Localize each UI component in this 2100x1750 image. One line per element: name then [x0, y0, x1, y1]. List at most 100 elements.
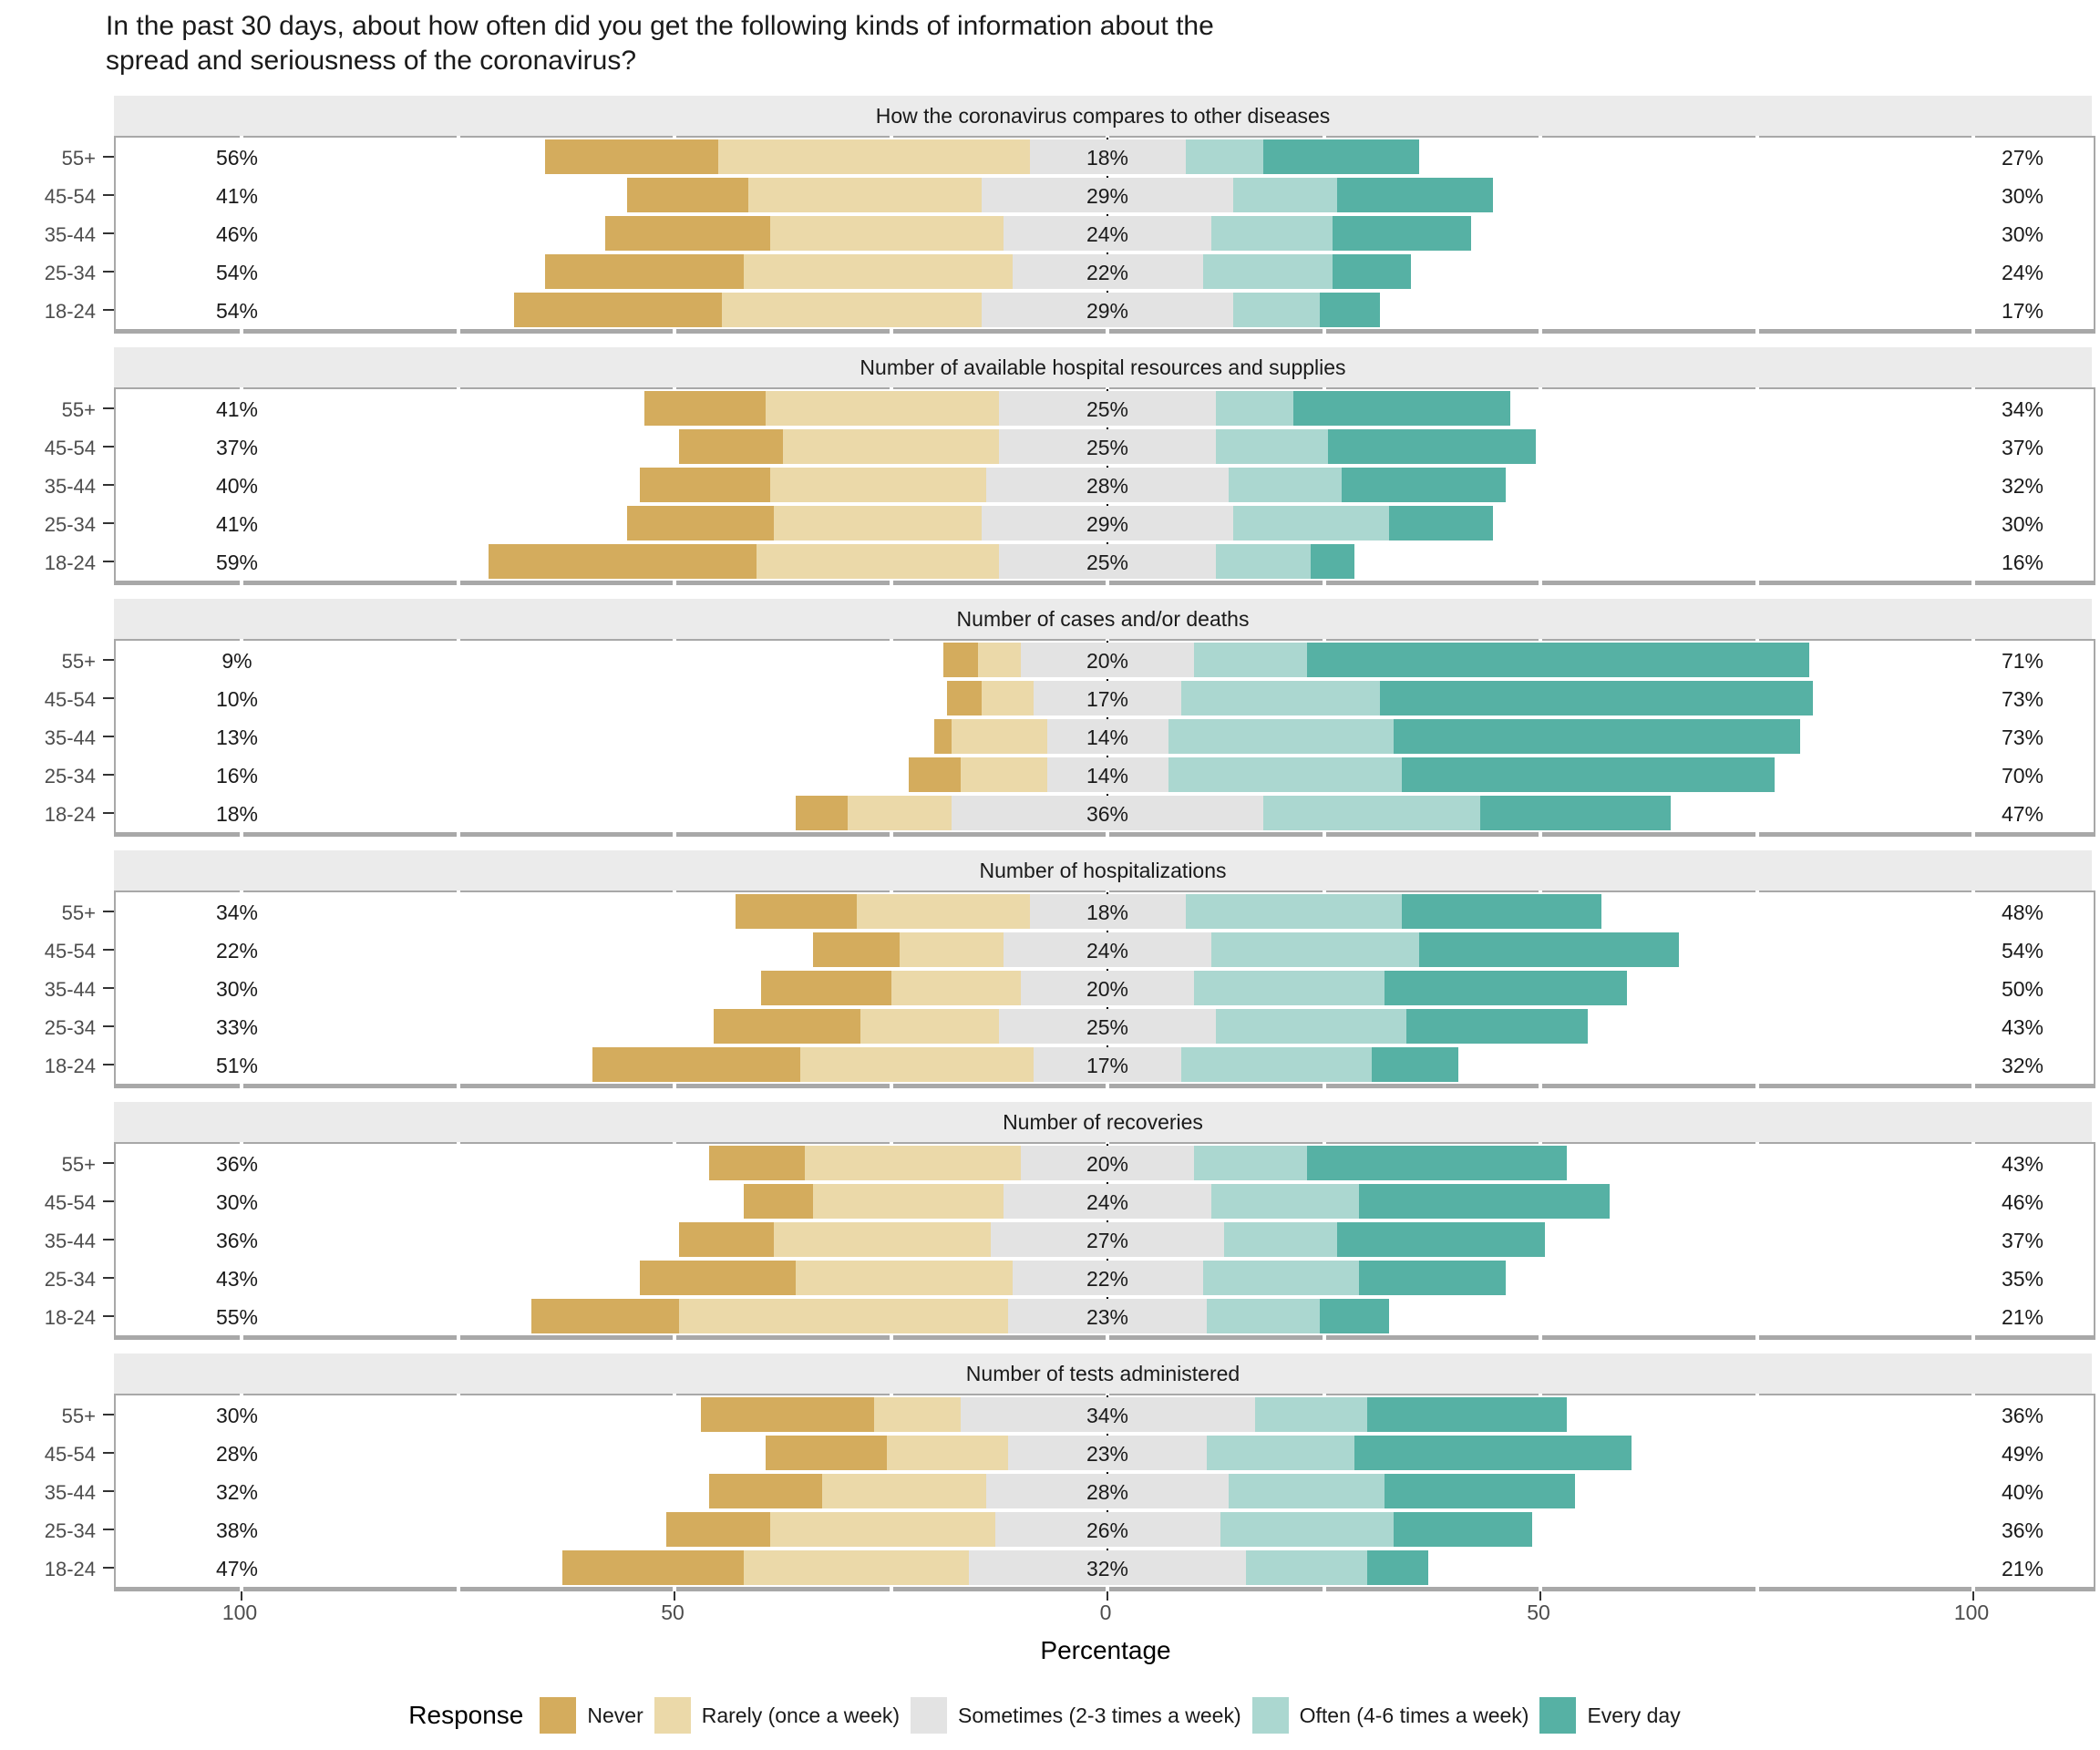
- bar-segment-often: [1194, 643, 1307, 677]
- axis-notch: [1322, 1587, 1326, 1591]
- y-axis-tick: [103, 522, 114, 524]
- right-total-label: 37%: [2001, 1229, 2044, 1252]
- left-total-label: 28%: [215, 1442, 259, 1466]
- right-total-label: 30%: [2001, 184, 2044, 208]
- bar-segment-rarely: [769, 468, 986, 502]
- axis-notch: [1755, 890, 1759, 892]
- bar-segment-often: [1229, 468, 1342, 502]
- bar-segment-everyday: [1358, 1184, 1610, 1219]
- axis-notch: [1106, 890, 1109, 892]
- center-total-label: 25%: [1086, 436, 1129, 459]
- axis-notch: [889, 1335, 893, 1340]
- axis-notch: [1539, 387, 1542, 389]
- axis-notch: [1755, 1084, 1759, 1088]
- axis-notch: [673, 136, 676, 138]
- center-total-label: 18%: [1086, 901, 1129, 924]
- bar-segment-rarely: [744, 1550, 969, 1585]
- bar-segment-sometimes: [1029, 139, 1186, 174]
- left-total-label: 54%: [215, 299, 259, 323]
- bar-segment-never: [665, 1512, 770, 1547]
- bar-segment-never: [626, 178, 748, 212]
- center-total-label: 25%: [1086, 1015, 1129, 1039]
- axis-notch: [240, 890, 243, 892]
- left-total-label: 34%: [215, 901, 259, 924]
- axis-notch: [673, 890, 676, 892]
- age-group-label: 35-44: [44, 223, 96, 246]
- axis-notch: [1106, 1084, 1109, 1088]
- bar-segment-often: [1207, 1436, 1354, 1470]
- x-axis-tick: [241, 1591, 242, 1601]
- bar-segment-rarely: [886, 1436, 1008, 1470]
- axis-notch: [1971, 1142, 1975, 1144]
- bar-segment-never: [700, 1397, 874, 1432]
- axis-notch: [1106, 1335, 1109, 1340]
- right-total-label: 48%: [2001, 901, 2044, 924]
- bar-segment-everyday: [1405, 1009, 1589, 1044]
- axis-notch: [673, 387, 676, 389]
- bar-segment-sometimes: [999, 429, 1216, 464]
- age-group-label: 55+: [61, 147, 96, 170]
- axis-notch: [456, 1335, 460, 1340]
- axis-notch: [1106, 1142, 1109, 1144]
- bar-segment-sometimes: [1021, 971, 1194, 1005]
- facet-plot-area: 56% 18% 27% 55+ 41% 29% 30% 45-54 46% 24% 30% 35-44…: [45, 136, 2095, 334]
- axis-notch: [1322, 1142, 1326, 1144]
- axis-notch: [240, 136, 243, 138]
- center-total-label: 27%: [1086, 1229, 1129, 1252]
- bar-segment-never: [626, 506, 775, 540]
- center-total-label: 22%: [1086, 1267, 1129, 1291]
- bar-segment-everyday: [1380, 681, 1814, 715]
- age-group-label: 18-24: [44, 1558, 96, 1580]
- bar-segment-everyday: [1306, 1146, 1567, 1180]
- age-group-label: 18-24: [44, 1055, 96, 1077]
- axis-notch: [240, 639, 243, 641]
- bar-segment-often: [1202, 254, 1333, 289]
- right-total-label: 36%: [2001, 1518, 2044, 1542]
- facet-title: Number of available hospital resources a…: [114, 347, 2092, 387]
- right-total-label: 73%: [2001, 687, 2044, 711]
- bar-segment-sometimes: [1021, 643, 1194, 677]
- bar-segment-sometimes: [982, 293, 1233, 327]
- facet-title: Number of cases and/or deaths: [114, 599, 2092, 639]
- bar-segment-never: [488, 544, 757, 579]
- bar-segment-never: [514, 293, 723, 327]
- y-axis-tick: [103, 1025, 114, 1027]
- bar-segment-everyday: [1319, 293, 1381, 327]
- bar-segment-sometimes: [999, 1009, 1216, 1044]
- axis-notch: [889, 639, 893, 641]
- right-total-label: 32%: [2001, 474, 2044, 498]
- bar-segment-never: [592, 1047, 800, 1082]
- bar-segment-often: [1232, 506, 1389, 540]
- facet-plot-area: 34% 18% 48% 55+ 22% 24% 54% 45-54 30% 20% 50% 35-44…: [45, 890, 2095, 1088]
- center-total-label: 28%: [1086, 1480, 1129, 1504]
- bar-segment-sometimes: [1029, 894, 1186, 929]
- center-total-label: 20%: [1086, 977, 1129, 1001]
- center-total-label: 29%: [1086, 299, 1129, 323]
- axis-notch: [456, 1394, 460, 1395]
- y-axis-tick: [103, 1162, 114, 1164]
- bar-segment-rarely: [900, 932, 1004, 967]
- y-axis-tick: [103, 1277, 114, 1279]
- age-group-label: 25-34: [44, 1268, 96, 1291]
- age-group-label: 25-34: [44, 1016, 96, 1039]
- y-axis-tick: [103, 987, 114, 989]
- y-axis-tick: [103, 194, 114, 196]
- axis-notch: [1971, 1394, 1975, 1395]
- left-total-label: 18%: [215, 802, 259, 826]
- bar-segment-everyday: [1385, 1474, 1575, 1508]
- bar-segment-often: [1180, 1047, 1372, 1082]
- age-group-label: 25-34: [44, 513, 96, 536]
- center-total-label: 24%: [1086, 939, 1129, 962]
- age-group-label: 35-44: [44, 726, 96, 749]
- left-total-label: 10%: [215, 687, 259, 711]
- left-total-label: 38%: [215, 1518, 259, 1542]
- axis-notch: [673, 1084, 676, 1088]
- left-total-label: 30%: [215, 1190, 259, 1214]
- facet-plot-area: 9% 20% 71% 55+ 10% 17% 73% 45-54 13% 14% 73% 35-44 1…: [45, 639, 2095, 837]
- center-total-label: 22%: [1086, 261, 1129, 284]
- bar-segment-everyday: [1354, 1436, 1632, 1470]
- left-total-label: 47%: [215, 1557, 259, 1580]
- age-group-label: 45-54: [44, 688, 96, 711]
- axis-notch: [889, 581, 893, 585]
- bar-segment-often: [1211, 216, 1333, 251]
